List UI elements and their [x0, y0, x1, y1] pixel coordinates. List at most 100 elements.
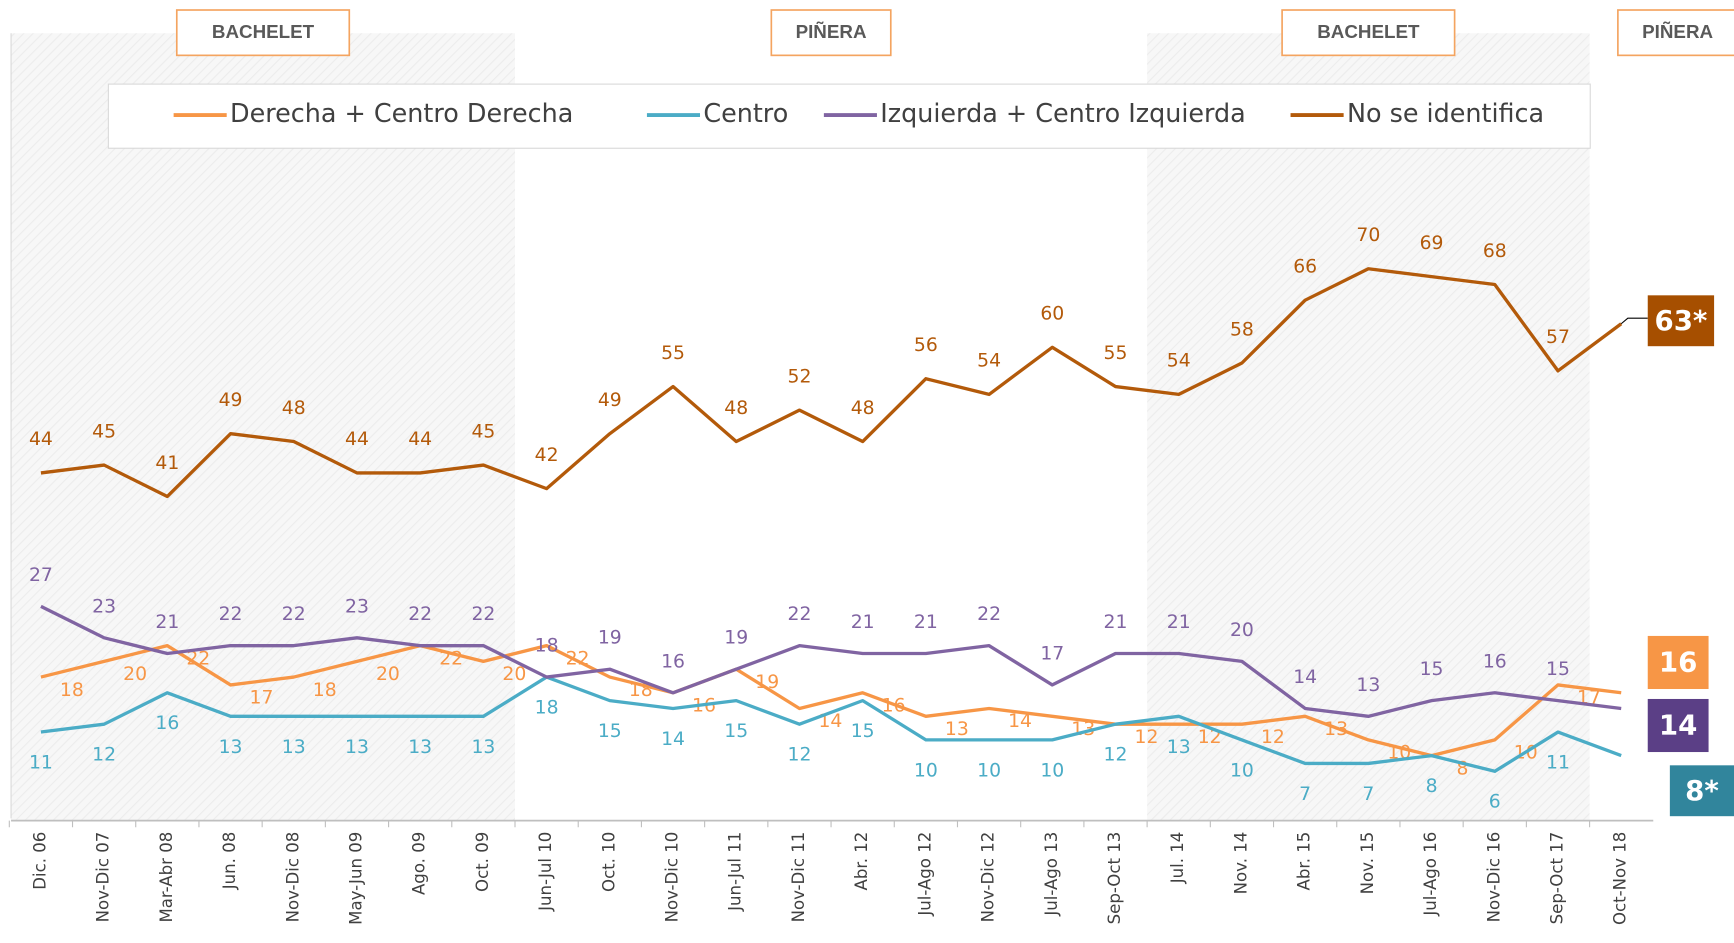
period-label-box: [1281, 9, 1456, 57]
data-label: 60: [1040, 304, 1064, 325]
data-label: 18: [313, 680, 337, 701]
x-tick-label: May-Jun 09: [346, 832, 365, 925]
x-tick-label: Sep-Oct 17: [1547, 832, 1566, 925]
data-label: 58: [1230, 319, 1254, 340]
data-label: 13: [471, 737, 495, 758]
data-label: 55: [1104, 343, 1128, 364]
x-tick-label: Oct. 09: [473, 832, 492, 892]
data-label: 22: [471, 604, 495, 625]
data-label: 13: [1324, 719, 1348, 740]
data-label: 52: [788, 366, 812, 387]
data-label: 16: [155, 713, 179, 734]
x-tick-label: Sep-Oct 13: [1105, 832, 1124, 925]
series-line: [40, 604, 1622, 718]
data-label: 54: [977, 351, 1001, 372]
data-label: 13: [1356, 675, 1380, 696]
x-tick-label: Oct-Nov 18: [1611, 832, 1630, 925]
period-label: BACHELET: [1317, 21, 1420, 42]
data-label: 15: [598, 721, 622, 742]
data-label: 54: [1167, 351, 1191, 372]
data-label: 56: [914, 335, 938, 356]
data-label: 16: [882, 696, 906, 717]
legend-label: Derecha + Centro Derecha: [230, 98, 573, 128]
x-tick-label: Mar-Abr 08: [157, 832, 176, 923]
data-label: 44: [408, 429, 432, 450]
data-label: 17: [1040, 643, 1064, 664]
period-band: [11, 33, 516, 821]
data-label: 22: [566, 648, 590, 669]
data-label: 13: [408, 737, 432, 758]
data-label: 22: [186, 648, 210, 669]
x-tick-label: Jul-Ago 12: [915, 832, 934, 917]
end-label: 16: [1659, 646, 1697, 679]
data-label: 70: [1356, 225, 1380, 246]
data-label: 19: [724, 628, 748, 649]
data-label: 12: [92, 745, 116, 766]
data-label: 49: [598, 390, 622, 411]
x-tick-label: Jun-Jul 10: [536, 832, 555, 912]
data-label: 14: [661, 729, 685, 750]
data-label: 20: [1230, 620, 1254, 641]
data-label: 49: [219, 390, 243, 411]
data-label: 15: [724, 721, 748, 742]
data-label: 10: [1230, 760, 1254, 781]
data-label: 7: [1362, 784, 1374, 805]
data-label: 21: [155, 612, 179, 633]
data-label: 69: [1420, 233, 1444, 254]
data-label: 13: [945, 719, 969, 740]
data-label: 20: [123, 664, 147, 685]
data-label: 42: [535, 445, 559, 466]
end-label-box: [1647, 635, 1709, 690]
x-tick-label: Nov-Dic 08: [283, 832, 302, 923]
data-label: 11: [29, 752, 53, 773]
period-label: BACHELET: [212, 21, 315, 42]
data-label: 55: [661, 343, 685, 364]
data-label: 68: [1483, 241, 1507, 262]
end-label: 8*: [1685, 774, 1719, 807]
end-label-box: [1647, 295, 1715, 347]
connector: [1620, 317, 1648, 325]
data-label: 21: [914, 612, 938, 633]
data-label: 19: [755, 672, 779, 693]
data-label: 12: [1198, 727, 1222, 748]
data-label: 15: [1420, 659, 1444, 680]
data-label: 8: [1457, 758, 1469, 779]
data-label: 44: [345, 429, 369, 450]
x-tick-label: Nov-Dic 16: [1484, 832, 1503, 923]
data-label: 23: [92, 596, 116, 617]
series-line: [40, 644, 1622, 758]
data-label: 12: [788, 745, 812, 766]
legend-label: Centro: [703, 98, 788, 128]
end-label-box: [1647, 698, 1709, 753]
period-label-box: [1617, 9, 1734, 57]
x-tick-label: Nov. 14: [1231, 832, 1250, 895]
data-label: 13: [219, 737, 243, 758]
data-label: 45: [92, 421, 116, 442]
data-label: 18: [535, 698, 559, 719]
period-label-box: [770, 9, 892, 57]
data-label: 22: [439, 648, 463, 669]
period-band: [1147, 33, 1590, 821]
data-label: 12: [1135, 727, 1159, 748]
data-label: 20: [502, 664, 526, 685]
x-tick-label: Jul. 14: [1168, 832, 1187, 885]
x-tick-label: Nov-Dic 10: [663, 832, 682, 923]
legend-label: No se identifica: [1347, 98, 1544, 128]
data-label: 45: [471, 421, 495, 442]
x-tick-label: Jul-Ago 16: [1421, 832, 1440, 917]
data-label: 48: [724, 398, 748, 419]
period-label: PIÑERA: [796, 21, 867, 42]
data-label: 48: [851, 398, 875, 419]
data-label: 18: [60, 680, 84, 701]
data-label: 66: [1293, 257, 1317, 278]
data-label: 19: [598, 628, 622, 649]
data-label: 13: [282, 737, 306, 758]
series-line: [40, 675, 1622, 773]
data-label: 10: [914, 760, 938, 781]
data-label: 12: [1104, 745, 1128, 766]
data-label: 44: [29, 429, 53, 450]
period-label-box: [175, 9, 351, 57]
data-label: 27: [29, 565, 53, 586]
data-label: 41: [155, 453, 179, 474]
data-label: 21: [1104, 612, 1128, 633]
